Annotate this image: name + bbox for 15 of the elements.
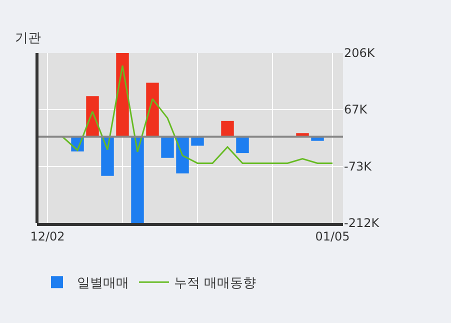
x-tick-label: 12/02 — [30, 229, 65, 244]
bar — [101, 136, 114, 176]
bar — [131, 136, 144, 223]
x-tick-label: 01/05 — [315, 229, 350, 244]
chart-title: 기관 — [15, 31, 41, 46]
legend-label: 일별매매 — [77, 276, 129, 292]
bar — [221, 120, 234, 137]
bar — [161, 136, 174, 158]
bar — [236, 136, 249, 154]
y-tick-label: -212K — [344, 216, 380, 230]
y-tick-label: 67K — [344, 102, 368, 117]
legend-label: 누적 매매동향 — [174, 276, 256, 292]
y-tick-label: 206K — [344, 46, 376, 60]
bar — [146, 82, 159, 137]
y-tick-label: -73K — [344, 160, 373, 174]
